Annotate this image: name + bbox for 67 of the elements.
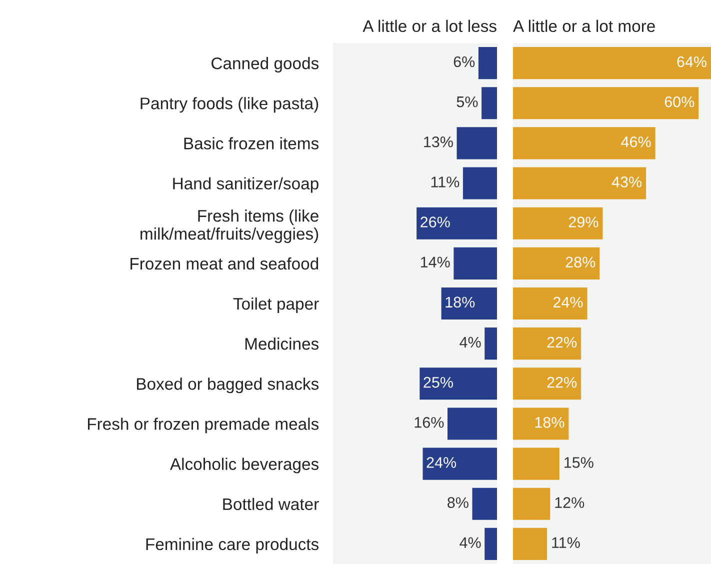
bar — [484, 328, 497, 360]
y-tick-label: Fresh or frozen premade meals — [88, 418, 319, 434]
y-tick-label: Frozen meat and seafood — [130, 257, 318, 270]
data-label: 5% — [456, 96, 478, 108]
data-label: 64% — [677, 56, 706, 68]
data-label: 18% — [446, 296, 475, 308]
data-label: 4% — [460, 336, 481, 348]
bar — [513, 448, 560, 480]
data-label: 60% — [664, 96, 694, 108]
data-label: 11% — [552, 537, 580, 548]
bar — [478, 47, 497, 80]
data-label: 11% — [431, 176, 460, 188]
data-label: 14% — [420, 256, 450, 268]
data-label: 13% — [424, 136, 453, 148]
bar — [513, 368, 582, 400]
bar — [454, 247, 497, 280]
y-tick-label: Toilet paper — [233, 297, 319, 313]
y-tick-label: Boxed or bagged snacks — [137, 378, 319, 394]
data-label: 12% — [555, 497, 584, 508]
y-tick-label: Hand sanitizer/soap — [173, 177, 318, 193]
data-label: 6% — [454, 56, 475, 68]
data-label: 24% — [553, 296, 583, 308]
data-label: 15% — [564, 457, 594, 468]
bar — [513, 287, 588, 320]
data-label: 8% — [448, 497, 468, 508]
bar — [422, 448, 497, 480]
bar — [513, 87, 699, 120]
data-label: 22% — [547, 376, 577, 388]
bar — [513, 207, 603, 240]
y-tick-label: Fresh items (like milk/meat/fruits/veggies) — [140, 210, 318, 244]
y-tick-label: Alcoholic beverages — [170, 458, 319, 474]
bar — [456, 127, 497, 160]
chart-title: A little or a lot more — [513, 20, 655, 32]
bar — [513, 127, 656, 160]
bar — [513, 408, 569, 440]
y-tick-label: Pantry foods (like pasta) — [140, 97, 318, 113]
bar — [482, 87, 497, 120]
y-tick-label: Medicines — [245, 338, 319, 350]
bar — [513, 528, 548, 560]
bar — [462, 167, 497, 200]
data-label: 16% — [414, 417, 444, 428]
y-tick-label: Bottled water — [223, 498, 319, 510]
data-label: 26% — [420, 216, 450, 228]
bar — [513, 488, 550, 520]
data-label: 25% — [424, 376, 453, 388]
y-tick-label: Feminine care products — [146, 538, 319, 554]
data-label: 43% — [612, 176, 642, 188]
data-label: 4% — [460, 537, 481, 548]
y-tick-label: Canned goods — [212, 57, 319, 73]
bar — [448, 408, 497, 440]
bar — [441, 287, 497, 320]
data-label: 28% — [566, 256, 596, 268]
bar — [472, 488, 497, 520]
bar — [513, 167, 646, 200]
y-tick-label: Basic frozen items — [184, 137, 319, 150]
data-label: 18% — [535, 417, 564, 428]
bar — [484, 528, 497, 560]
bar — [420, 368, 497, 400]
data-label: 46% — [621, 136, 651, 148]
bar — [416, 207, 497, 240]
data-label: 29% — [568, 216, 598, 228]
data-label: 24% — [426, 457, 456, 468]
data-label: 22% — [547, 336, 577, 348]
bar — [513, 247, 600, 280]
bar — [513, 328, 582, 360]
chart-title: A little or a lot less — [362, 20, 496, 32]
bar — [513, 47, 711, 80]
